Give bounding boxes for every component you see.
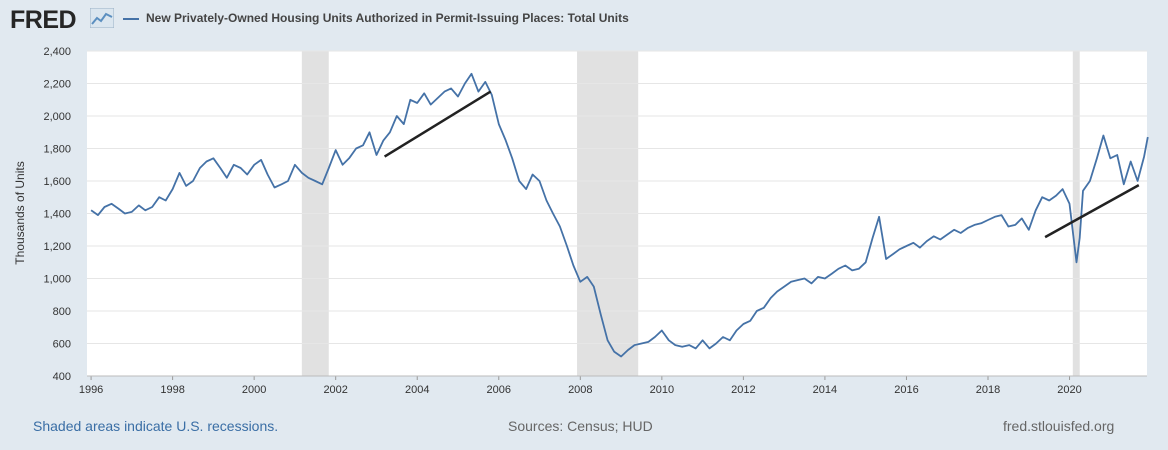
- y-tick-label: 1,200: [43, 241, 71, 253]
- y-tick-label: 1,800: [43, 144, 71, 156]
- y-tick-label: 1,400: [43, 209, 71, 221]
- fred-logo[interactable]: FRED: [10, 6, 77, 34]
- x-tick-label: 1998: [160, 384, 184, 396]
- y-tick-label: 2,000: [43, 111, 71, 123]
- y-tick-label: 600: [53, 339, 71, 351]
- x-tick-label: 2006: [487, 384, 511, 396]
- y-tick-label: 1,000: [43, 274, 71, 286]
- x-axis-ticks: 1996 1998 2000 2002 2004 2006 2008 2010 2012 2014…: [79, 375, 1147, 396]
- y-tick-label: 400: [53, 371, 71, 383]
- chart-header: FRED New Privately-Owned Housing Units A…: [0, 0, 1168, 40]
- x-tick-label: 2018: [976, 384, 1000, 396]
- series-lines: [90, 72, 1149, 358]
- x-tick-label: 2004: [405, 384, 429, 396]
- site-link[interactable]: fred.stlouisfed.org: [1003, 418, 1115, 434]
- x-tick-label: 2016: [894, 384, 918, 396]
- y-tick-label: 2,400: [43, 46, 71, 58]
- x-tick-label: 2014: [813, 384, 837, 396]
- x-tick-label: 2012: [731, 384, 755, 396]
- recession-note-link[interactable]: Shaded areas indicate U.S. recessions.: [33, 418, 279, 434]
- x-tick-label: 2010: [650, 384, 674, 396]
- x-tick-label: 2008: [568, 384, 592, 396]
- x-tick-label: 2000: [242, 384, 266, 396]
- x-tick-label: 2002: [323, 384, 347, 396]
- x-tick-label: 2020: [1057, 384, 1081, 396]
- sources-text: Sources: Census; HUD: [508, 418, 653, 434]
- series-legend-swatch: [123, 18, 139, 20]
- y-tick-label: 2,200: [43, 79, 71, 91]
- line-chart-icon: [90, 8, 114, 28]
- series-title[interactable]: New Privately-Owned Housing Units Author…: [146, 11, 629, 25]
- y-tick-label: 800: [53, 306, 71, 318]
- y-tick-label: 1,600: [43, 176, 71, 188]
- x-tick-label: 1996: [79, 384, 103, 396]
- trend-line-2: [1044, 184, 1140, 239]
- y-axis-ticks: 400 600 800 1,000 1,200 1,400 1,600 1,800 2,000 2…: [43, 46, 71, 383]
- y-axis-label: Thousands of Units: [13, 161, 27, 264]
- series-line-total-units: [90, 72, 1149, 358]
- trend-line-1: [383, 90, 492, 158]
